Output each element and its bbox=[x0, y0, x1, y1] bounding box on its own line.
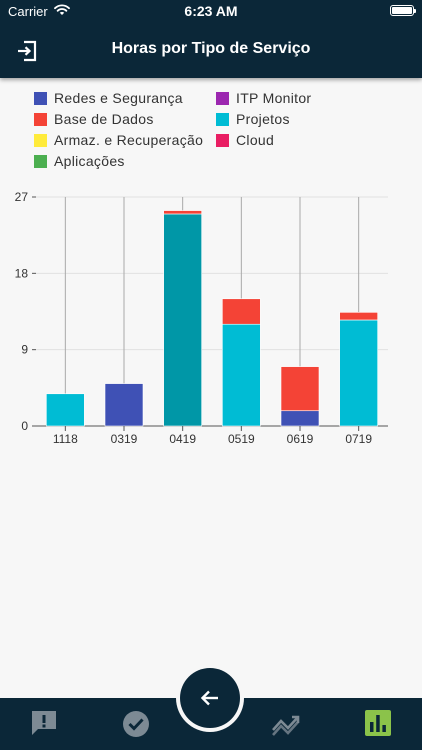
status-bar: Carrier 6:23 AM bbox=[0, 0, 422, 24]
bar-segment bbox=[222, 298, 261, 325]
x-tick-label: 0419 bbox=[169, 432, 196, 446]
bar-segment bbox=[163, 213, 202, 427]
x-tick-label: 1118 bbox=[53, 432, 78, 446]
x-tick-label: 0319 bbox=[111, 432, 138, 446]
wifi-icon bbox=[54, 4, 70, 19]
exit-icon[interactable] bbox=[14, 38, 40, 64]
legend-label: Cloud bbox=[236, 132, 275, 148]
legend-item-itp-monitor: ITP Monitor bbox=[216, 90, 311, 106]
x-tick-label: 0719 bbox=[345, 432, 372, 446]
stacked-bar-chart: 0 9 18 27 1118 0319 0419 0519 0619 0719 bbox=[0, 185, 422, 455]
y-tick-label: 0 bbox=[21, 419, 28, 433]
bar-segment bbox=[339, 319, 378, 427]
legend-item-armaz: Armaz. e Recuperação bbox=[34, 132, 203, 148]
x-tick-label: 0619 bbox=[287, 432, 314, 446]
legend-swatch bbox=[216, 112, 229, 126]
y-tick-label: 9 bbox=[21, 343, 28, 357]
bar-segment bbox=[339, 312, 378, 321]
bar-segment bbox=[163, 210, 202, 215]
bar-segment bbox=[104, 383, 144, 427]
legend-swatch bbox=[216, 91, 229, 105]
legend-item-base-dados: Base de Dados bbox=[34, 111, 154, 127]
check-circle-icon[interactable] bbox=[121, 709, 151, 739]
legend-label: ITP Monitor bbox=[236, 90, 312, 106]
y-tick-label: 27 bbox=[15, 190, 29, 204]
bar-segment bbox=[280, 366, 320, 412]
legend-swatch bbox=[216, 133, 229, 147]
y-tick-label: 18 bbox=[15, 266, 29, 280]
bar-segment bbox=[222, 323, 261, 427]
legend-label: Armaz. e Recuperação bbox=[54, 132, 204, 148]
legend-label: Base de Dados bbox=[54, 111, 154, 127]
legend-label: Redes e Segurança bbox=[54, 90, 183, 106]
x-tick-label: 0519 bbox=[228, 432, 255, 446]
page-title: Horas por Tipo de Serviço bbox=[111, 40, 311, 57]
nav-bar: Horas por Tipo de Serviço bbox=[0, 24, 422, 78]
legend-swatch bbox=[34, 154, 47, 168]
legend-label: Projetos bbox=[236, 111, 290, 127]
carrier-label: Carrier bbox=[8, 4, 48, 19]
bar-segment bbox=[46, 393, 85, 427]
top-bar: Carrier 6:23 AM Horas por Tipo de Serviç… bbox=[0, 0, 422, 78]
status-time: 6:23 AM bbox=[184, 3, 238, 19]
legend-item-redes: Redes e Segurança bbox=[34, 90, 183, 106]
back-button[interactable] bbox=[180, 668, 240, 728]
legend-item-cloud: Cloud bbox=[216, 132, 274, 148]
legend-swatch bbox=[34, 112, 47, 126]
battery-icon bbox=[390, 5, 416, 16]
legend-item-projetos: Projetos bbox=[216, 111, 290, 127]
back-arrow-icon bbox=[200, 690, 218, 706]
legend-swatch bbox=[34, 91, 47, 105]
bar-chart-icon[interactable] bbox=[364, 709, 394, 739]
alert-icon[interactable] bbox=[29, 708, 59, 738]
trend-icon[interactable] bbox=[271, 709, 301, 739]
legend-item-aplicacoes: Aplicações bbox=[34, 153, 125, 169]
chart-svg: 0 9 18 27 1118 0319 0419 0519 0619 0719 bbox=[15, 190, 388, 446]
legend-label: Aplicações bbox=[54, 153, 125, 169]
legend-swatch bbox=[34, 133, 47, 147]
bar-segment bbox=[280, 410, 320, 427]
